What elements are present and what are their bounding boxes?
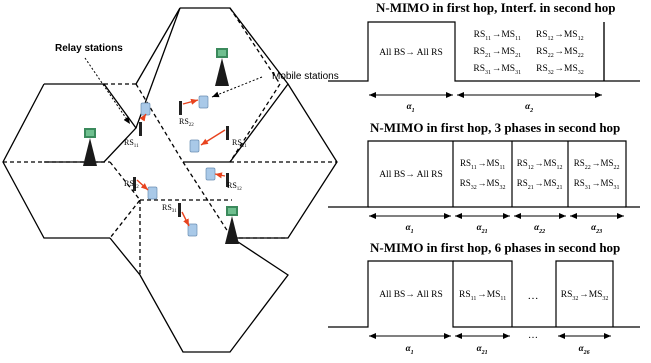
duration-dimensions: α1 α2 α1 α21 α22 α23 α1 α21 … α26 — [369, 92, 624, 356]
rs-label: RS11 — [124, 138, 139, 149]
duration-label: α1 — [406, 343, 415, 356]
relay-station-icons — [133, 101, 229, 217]
base-station-tower-icon — [225, 206, 239, 244]
relay-station-icon — [226, 126, 229, 140]
second-slot-line: RS11 →MS11 RS12 →MS12 — [474, 30, 585, 42]
phase-slot-last: RS32 →MS32 — [561, 290, 609, 302]
phase-ellipsis: … — [528, 290, 539, 302]
rs-label: RS22 — [179, 117, 194, 128]
cell-boundaries — [3, 7, 337, 275]
relay-station-icon — [178, 203, 181, 217]
mobile-station-icon — [205, 167, 216, 181]
mobile-station-icon — [187, 223, 198, 237]
phase-slot-line: RS21 →MS21 — [517, 178, 564, 191]
second-slot-line: RS21 →MS21 RS22 →MS22 — [473, 47, 584, 59]
first-slot-label: All BS→ All RS — [379, 290, 443, 300]
timing-diagram-1 — [328, 21, 640, 82]
second-slot-line: RS31 →MS31 RS32 →MS32 — [473, 64, 584, 76]
duration-ellipsis: … — [528, 330, 538, 341]
base-station-tower-icon — [215, 48, 229, 86]
timing-title-2: N-MIMO in first hop, 3 phases in second … — [370, 120, 620, 135]
mobile-station-icons — [140, 95, 216, 237]
mobile-stations-pointer — [211, 76, 263, 98]
relay-station-icon — [226, 173, 229, 187]
timing-diagram-3 — [328, 260, 640, 328]
mobile-station-icon — [140, 102, 151, 116]
base-station-tower-icon — [83, 128, 97, 166]
duration-label: α1 — [406, 222, 415, 235]
timing-title-1: N-MIMO in first hop, Interf. in second h… — [376, 0, 615, 15]
duration-label: α2 — [525, 101, 534, 114]
relay-station-icon — [133, 177, 136, 191]
relay-station-icon — [139, 122, 142, 136]
hexagon-outlines — [2, 7, 338, 353]
duration-label: α26 — [579, 343, 591, 356]
hexagon-network: RS11 RS22 RS21 RS12 RS12 RS31 Relay stat… — [2, 7, 339, 353]
rs-label: RS31 — [162, 203, 177, 214]
duration-label: α23 — [591, 222, 603, 235]
first-slot-label: All BS→ All RS — [379, 170, 443, 180]
timing-diagrams: N-MIMO in first hop, Interf. in second h… — [328, 0, 640, 328]
rs-label: RS21 — [232, 138, 247, 149]
mobile-stations-label: Mobile stations — [272, 71, 339, 82]
rs-label: RS12 — [124, 179, 139, 190]
duration-label: α21 — [477, 222, 489, 235]
phase-slot-line: RS12 →MS12 — [517, 158, 564, 171]
duration-label: α21 — [477, 343, 489, 356]
duration-label: α22 — [534, 222, 546, 235]
mobile-station-icon — [198, 95, 209, 109]
timing-diagram-2 — [328, 140, 640, 208]
phase-slot-first: RS11 →MS11 — [459, 290, 507, 302]
relay-station-icon — [179, 101, 182, 115]
relay-links — [136, 98, 226, 227]
relay-stations-label: Relay stations — [55, 43, 123, 54]
first-slot-label: All BS→ All RS — [379, 48, 443, 58]
rs-label: RS12 — [227, 181, 242, 192]
phase-slot-line: RS32 →MS32 — [460, 178, 507, 191]
relay-stations-pointer — [84, 57, 131, 125]
slot-texts: All BS→ All RS RS11 →MS11 RS12 →MS12 RS21… — [379, 30, 621, 302]
phase-slot-line: RS31 →MS31 — [574, 178, 621, 191]
mobile-station-icon — [147, 186, 158, 200]
mobile-station-icon — [189, 139, 200, 153]
phase-slot-line: RS11 →MS11 — [460, 158, 506, 171]
phase-slot-line: RS22 →MS22 — [574, 158, 621, 171]
duration-label: α1 — [407, 101, 416, 114]
rs-labels: RS11 RS22 RS21 RS12 RS12 RS31 — [124, 117, 247, 214]
timing-title-3: N-MIMO in first hop, 6 phases in second … — [370, 240, 620, 255]
